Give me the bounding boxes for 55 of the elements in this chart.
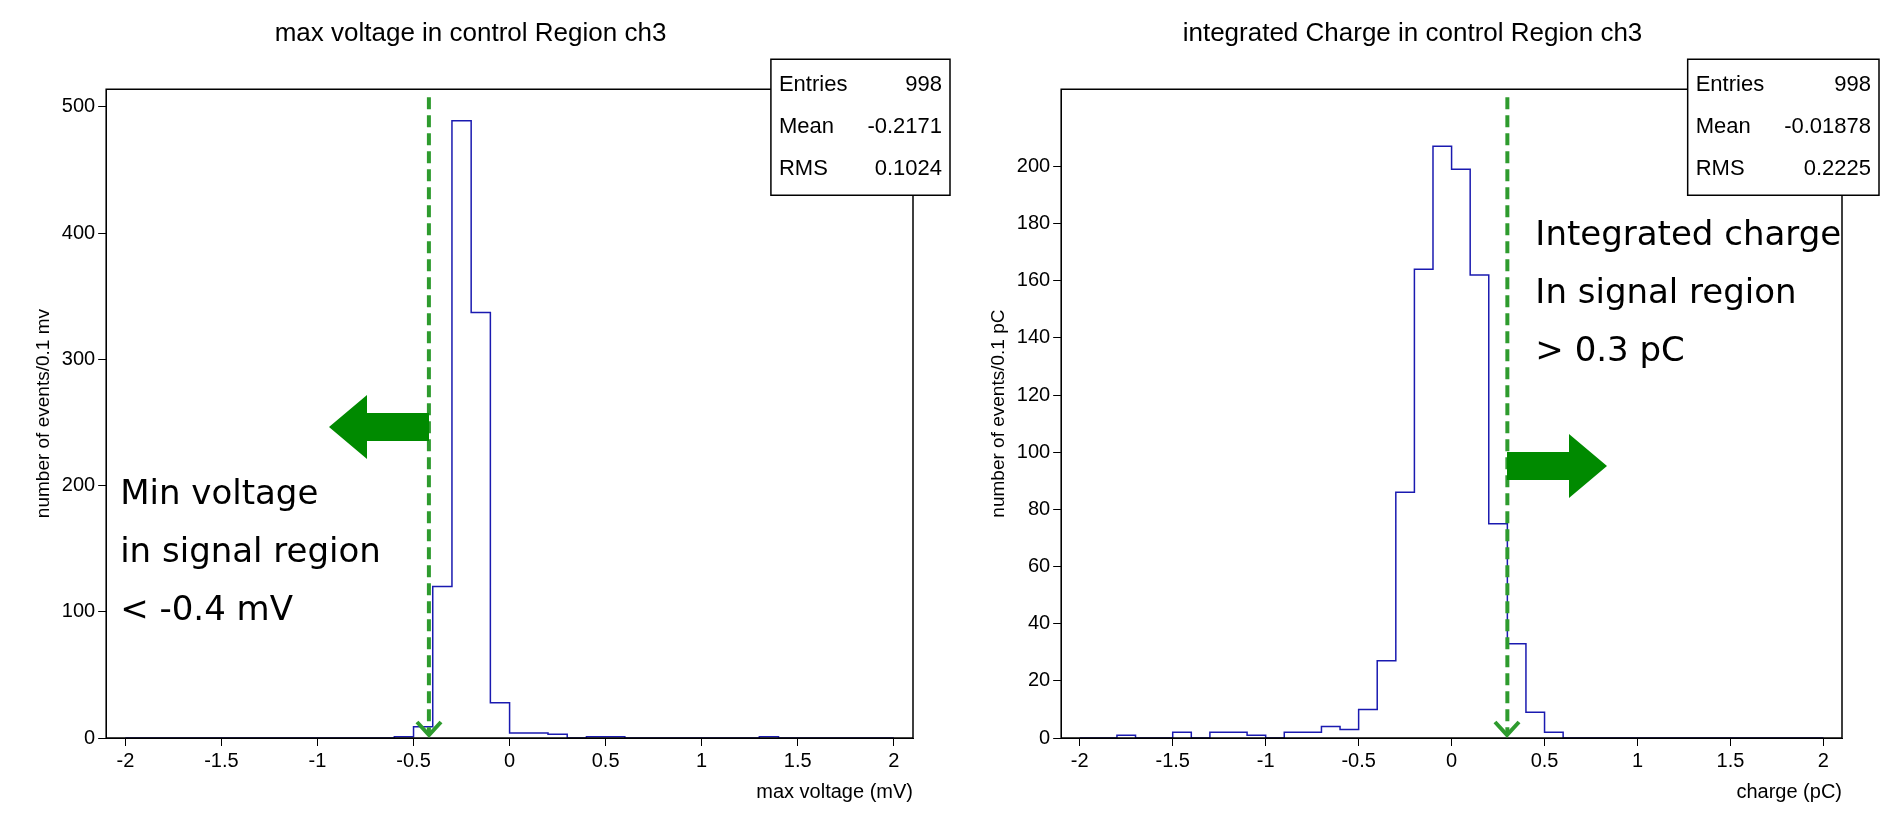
ref-line-label: Min voltage in signal region < -0.4 mV bbox=[120, 472, 381, 629]
annotation: 0.2225 bbox=[1803, 155, 1871, 181]
chart-title: max voltage in control Region ch3 bbox=[274, 16, 667, 47]
y-tick-label: 300 bbox=[61, 346, 96, 369]
annotation: 998 bbox=[905, 71, 942, 97]
annotation: Mean bbox=[1695, 113, 1751, 139]
x-tick-label: 1.5 bbox=[783, 748, 812, 771]
y-tick-label: 80 bbox=[1027, 496, 1051, 519]
y-axis-title: number of events/0.1 pC bbox=[986, 309, 1008, 518]
y-axis-title: number of events/0.1 mv bbox=[31, 308, 53, 519]
y-tick-label: 120 bbox=[1016, 382, 1051, 405]
annotation: Mean bbox=[778, 113, 834, 139]
x-tick-label: 2 bbox=[888, 748, 900, 771]
y-tick-label: 200 bbox=[1016, 153, 1051, 176]
y-tick-label: 100 bbox=[1016, 439, 1051, 462]
x-tick-label: -2 bbox=[1070, 748, 1089, 771]
x-tick-label: 0 bbox=[1446, 748, 1458, 771]
x-tick-label: -1.5 bbox=[1155, 748, 1190, 771]
y-tick-label: 180 bbox=[1016, 211, 1051, 234]
annotation: -0.01878 bbox=[1784, 113, 1871, 139]
y-tick-label: 500 bbox=[61, 94, 96, 117]
y-tick-label: 400 bbox=[61, 220, 96, 243]
y-tick-label: 200 bbox=[61, 473, 96, 496]
y-tick-label: 60 bbox=[1027, 554, 1051, 577]
x-tick-label: 1 bbox=[696, 748, 708, 771]
x-tick-label: -2 bbox=[116, 748, 135, 771]
annotation: RMS bbox=[1695, 155, 1745, 181]
y-tick-label: 0 bbox=[1039, 725, 1051, 748]
annotation: RMS bbox=[778, 155, 828, 181]
chart-title: integrated Charge in control Region ch3 bbox=[1182, 16, 1643, 47]
x-tick-label: -0.5 bbox=[396, 748, 431, 771]
x-axis-title: charge (pC) bbox=[1736, 779, 1842, 802]
x-tick-label: -1.5 bbox=[204, 748, 239, 771]
x-tick-label: 1.5 bbox=[1716, 748, 1745, 771]
annotation: 998 bbox=[1834, 71, 1871, 97]
x-tick-label: -1 bbox=[308, 748, 327, 771]
x-tick-label: 0 bbox=[504, 748, 516, 771]
y-tick-label: 160 bbox=[1016, 268, 1051, 291]
y-tick-label: 40 bbox=[1027, 611, 1051, 634]
ref-line-label: Integrated charge In signal region > 0.3 pC bbox=[1535, 212, 1842, 369]
annotation: -0.2171 bbox=[867, 113, 942, 139]
y-tick-label: 100 bbox=[61, 599, 96, 622]
annotation: Entries bbox=[778, 71, 848, 97]
x-tick-label: 2 bbox=[1817, 748, 1829, 771]
annotation: Entries bbox=[1695, 71, 1765, 97]
x-tick-label: -1 bbox=[1256, 748, 1275, 771]
annotation: 0.1024 bbox=[874, 155, 942, 181]
y-tick-label: 20 bbox=[1027, 668, 1051, 691]
x-tick-label: 0.5 bbox=[1530, 748, 1559, 771]
x-tick-label: 0.5 bbox=[591, 748, 620, 771]
x-axis-title: max voltage (mV) bbox=[756, 779, 913, 802]
y-tick-label: 0 bbox=[84, 725, 96, 748]
x-tick-label: -0.5 bbox=[1341, 748, 1376, 771]
x-tick-label: 1 bbox=[1631, 748, 1644, 771]
y-tick-label: 140 bbox=[1016, 325, 1051, 348]
